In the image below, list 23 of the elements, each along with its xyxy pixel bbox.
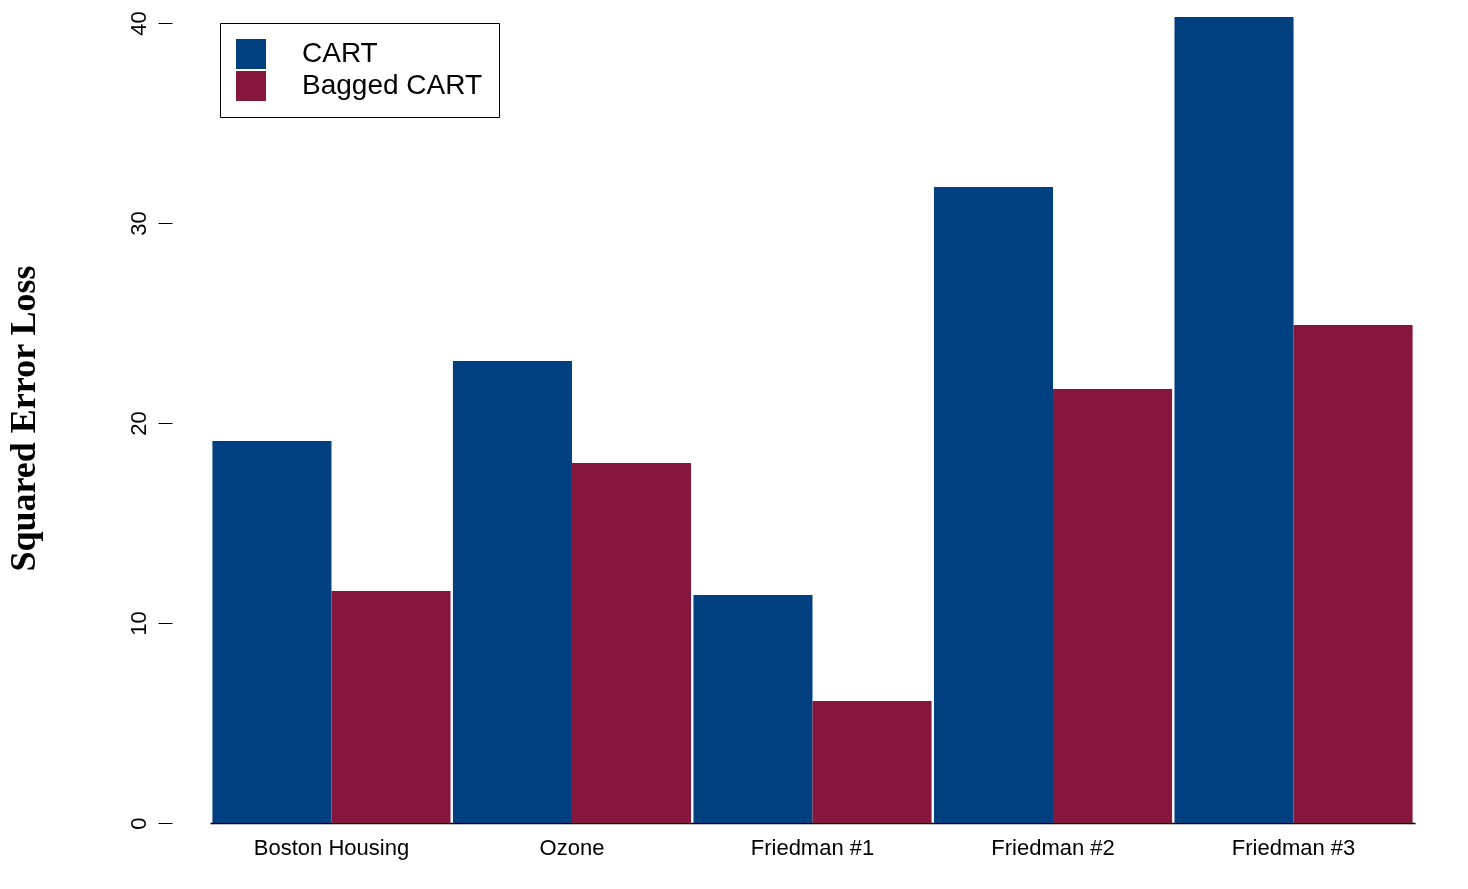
bar bbox=[212, 441, 332, 823]
bar bbox=[452, 361, 572, 823]
y-tick-label: 30 bbox=[125, 211, 151, 236]
y-axis-title: Squared Error Loss bbox=[2, 265, 43, 572]
y-tick-label: 10 bbox=[125, 611, 151, 636]
x-tick-label: Boston Housing bbox=[253, 834, 410, 860]
x-tick-label: Friedman #2 bbox=[991, 834, 1115, 860]
bar bbox=[933, 187, 1054, 823]
bar bbox=[693, 595, 813, 823]
bar bbox=[1053, 389, 1173, 823]
bar bbox=[1174, 17, 1294, 823]
y-tick-label: 40 bbox=[125, 11, 151, 36]
bar bbox=[1293, 325, 1413, 823]
bar bbox=[812, 701, 932, 823]
y-tick-label: 0 bbox=[125, 817, 151, 830]
bar bbox=[331, 591, 451, 823]
bar bbox=[571, 463, 692, 823]
x-tick-label: Friedman #3 bbox=[1231, 834, 1356, 860]
y-tick-label: 20 bbox=[125, 411, 151, 436]
x-tick-label: Friedman #1 bbox=[750, 834, 875, 860]
legend-label: Bagged CART bbox=[302, 69, 483, 100]
legend-label: CART bbox=[302, 37, 378, 68]
x-tick-label: Ozone bbox=[539, 834, 605, 860]
